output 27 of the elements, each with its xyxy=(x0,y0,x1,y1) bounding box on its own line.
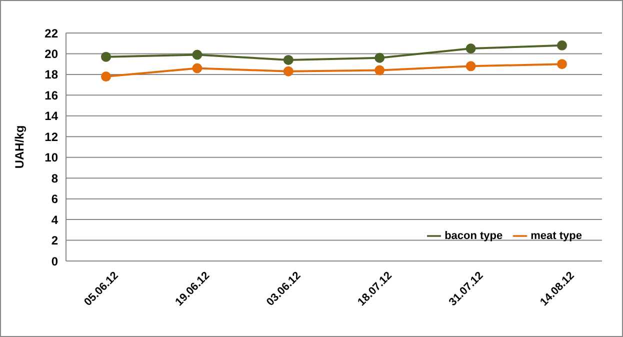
y-tick-label: 20 xyxy=(44,46,58,61)
legend-label: bacon type xyxy=(444,230,503,242)
point xyxy=(192,50,202,60)
point xyxy=(283,66,294,76)
y-tick-label: 22 xyxy=(44,26,58,40)
y-tick-label: 8 xyxy=(51,171,58,186)
point xyxy=(192,63,202,74)
y-tick-label: 14 xyxy=(44,109,58,124)
point xyxy=(101,72,111,82)
y-tick-label: 16 xyxy=(44,88,58,102)
y-tick-label: 12 xyxy=(44,130,58,144)
point xyxy=(101,52,111,62)
point xyxy=(374,52,385,63)
y-axis-title: UAH/kg xyxy=(12,125,26,169)
y-tick-label: 4 xyxy=(51,212,58,227)
point xyxy=(557,40,567,50)
y-tick-label: 6 xyxy=(51,192,58,206)
y-tick-label: 18 xyxy=(44,68,58,82)
point xyxy=(283,54,294,65)
y-tick-label: 0 xyxy=(51,254,58,268)
point xyxy=(374,65,385,76)
point xyxy=(466,61,476,72)
y-tick-label: 2 xyxy=(51,234,58,248)
point xyxy=(466,44,476,54)
legend-label: meat type xyxy=(530,230,582,242)
y-tick-label: 10 xyxy=(44,150,58,165)
point xyxy=(557,59,567,70)
